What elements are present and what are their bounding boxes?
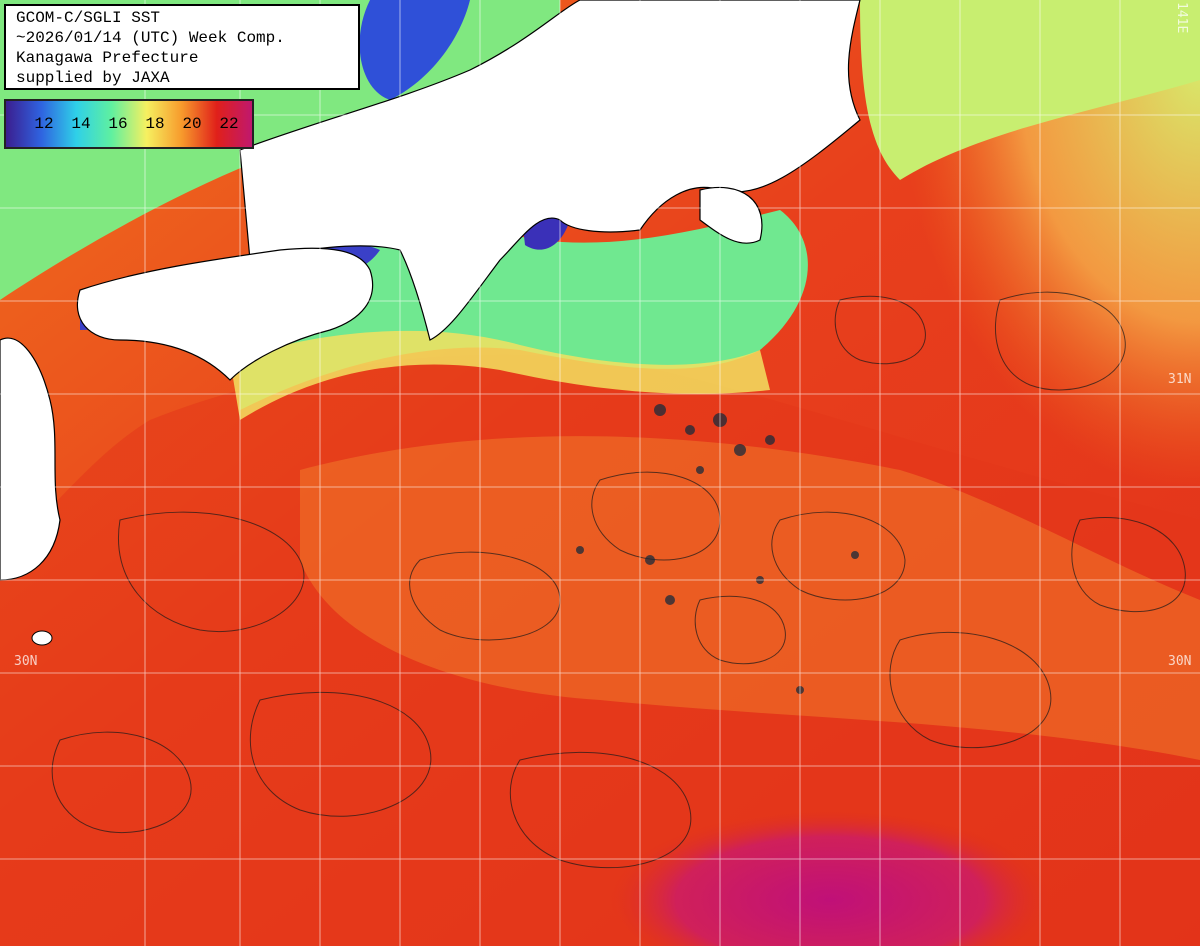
- legend-labels: 12 14 16 18 20 22: [32, 115, 241, 133]
- title-line-4: supplied by JAXA: [16, 69, 170, 87]
- lat-label-31n: 31N: [1168, 372, 1192, 387]
- title-line-3: Kanagawa Prefecture: [16, 49, 199, 67]
- coastal-green-strip: [240, 210, 808, 410]
- coastal-cold-2: [359, 0, 470, 100]
- lat-label-30n-left: 30N: [14, 654, 38, 669]
- legend-label: 12: [34, 115, 54, 133]
- color-legend: 12 14 16 18 20 22: [4, 99, 254, 149]
- lat-label-30n-right: 30N: [1168, 654, 1192, 669]
- legend-label: 20: [182, 115, 202, 133]
- northeast-cool-sea: [860, 0, 1200, 180]
- legend-label: 18: [145, 115, 165, 133]
- coastal-yellow-strip: [230, 330, 770, 420]
- land: [0, 0, 861, 581]
- title-line-2: ~2026/01/14 (UTC) Week Comp.: [16, 29, 285, 47]
- sst-contours: [51, 291, 1186, 869]
- title-box: GCOM-C/SGLI SST ~2026/01/14 (UTC) Week C…: [4, 4, 360, 90]
- lon-label-141e: 141E: [1174, 2, 1189, 34]
- legend-color-bar: [6, 101, 252, 147]
- cloud-speckles: [576, 404, 859, 694]
- legend-label: 16: [108, 115, 128, 133]
- legend-label: 22: [219, 115, 239, 133]
- small-island: [31, 630, 53, 646]
- legend-label: 14: [71, 115, 91, 133]
- title-line-1: GCOM-C/SGLI SST: [16, 9, 161, 27]
